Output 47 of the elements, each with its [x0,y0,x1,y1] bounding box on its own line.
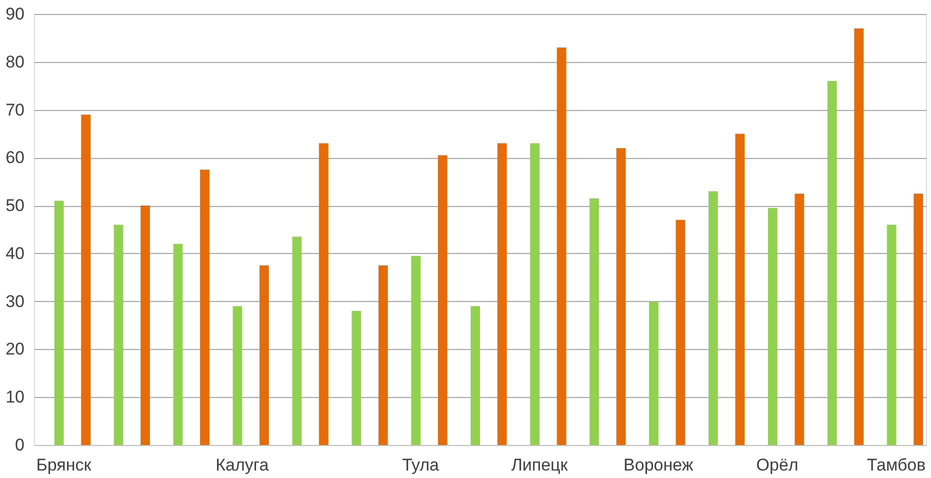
bar [768,208,778,445]
bar [794,194,804,445]
bar [200,170,210,445]
bar [676,220,686,445]
bar [735,134,745,445]
bar [470,306,480,445]
y-tick-label: 20 [6,340,24,359]
y-tick-label: 70 [6,100,24,120]
y-tick-label: 10 [6,388,24,407]
bar [292,236,302,445]
bar [590,198,599,445]
y-tick-label: 90 [6,4,24,24]
x-tick-label: Воронеж [624,456,694,474]
bar [649,301,658,445]
x-tick-label: Липецк [511,456,568,474]
bar [260,265,269,445]
bar [914,194,924,445]
x-tick-label: Орёл [756,456,798,474]
bar [497,143,507,445]
y-tick-label: 60 [6,148,24,168]
x-tick-label: Брянск [36,456,92,474]
bar [54,200,64,445]
bar [378,265,388,445]
bar [616,148,626,445]
bar [556,48,566,445]
y-tick-label: 0 [15,436,24,454]
bar [827,81,837,445]
y-tick-label: 50 [6,196,24,216]
y-tick-label: 80 [6,52,24,72]
bar [438,155,448,445]
bar [114,224,124,445]
x-tick-label: Тамбов [866,456,926,474]
x-tick-label: Тула [402,456,440,474]
bar [352,310,362,445]
bar [854,28,864,445]
bar [140,206,150,445]
bar [411,256,421,445]
x-tick-label: Калуга [216,456,270,474]
y-tick-label: 40 [6,244,24,263]
bar [81,114,90,445]
bar [232,306,242,445]
bar [318,143,328,445]
bar [708,191,718,445]
bar [173,244,183,445]
bar [530,143,540,445]
y-tick-label: 30 [6,292,24,311]
bar [886,224,896,445]
